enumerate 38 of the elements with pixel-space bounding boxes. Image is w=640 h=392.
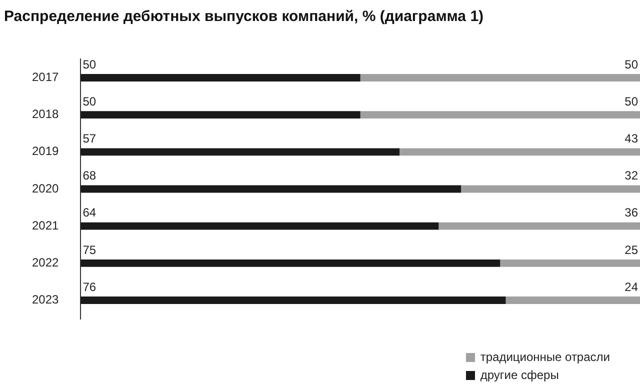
bar xyxy=(360,111,640,119)
data-label: 50 xyxy=(82,94,96,108)
bar xyxy=(506,296,640,304)
bar xyxy=(80,296,506,304)
y-tick-label: 2020 xyxy=(32,181,60,196)
legend-label: другие сферы xyxy=(480,368,559,382)
data-label: 50 xyxy=(624,57,638,72)
bar xyxy=(438,222,640,230)
y-tick-label: 2021 xyxy=(32,218,60,232)
bar xyxy=(80,222,439,230)
data-label: 68 xyxy=(82,168,96,183)
bar xyxy=(80,111,360,119)
data-label: 57 xyxy=(82,132,96,146)
bar xyxy=(80,185,462,193)
bar xyxy=(400,148,640,156)
bar xyxy=(80,259,500,267)
y-tick-label: 2022 xyxy=(32,255,60,270)
bar xyxy=(461,185,640,193)
y-tick-label: 2018 xyxy=(32,107,60,122)
data-label: 36 xyxy=(624,206,638,220)
data-label: 75 xyxy=(82,242,96,257)
bar xyxy=(500,259,640,267)
bar xyxy=(80,148,400,156)
chart-title: Распределение дебютных выпусков компаний, % (диаграмма 1) xyxy=(4,8,484,25)
y-tick-label: 2023 xyxy=(32,292,60,307)
data-label: 64 xyxy=(82,206,96,220)
data-label: 24 xyxy=(624,280,638,294)
bar xyxy=(360,74,640,82)
y-tick-label: 2017 xyxy=(32,70,60,84)
y-tick-label: 2019 xyxy=(32,144,60,158)
data-label: 32 xyxy=(624,168,638,183)
data-label: 43 xyxy=(624,132,638,146)
data-label: 76 xyxy=(82,280,96,294)
data-label: 25 xyxy=(624,242,638,257)
bar xyxy=(80,74,360,82)
legend-label: традиционные отрасли xyxy=(480,350,610,364)
data-label: 50 xyxy=(82,57,96,72)
data-label: 50 xyxy=(624,94,638,108)
